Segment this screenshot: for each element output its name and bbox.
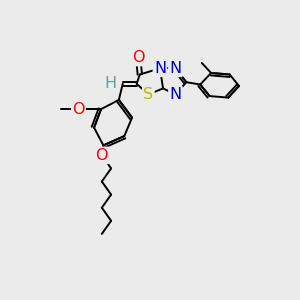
Text: O: O	[72, 102, 85, 117]
Text: N: N	[169, 87, 181, 102]
Text: O: O	[96, 148, 108, 163]
Text: N: N	[169, 61, 181, 76]
Text: S: S	[143, 87, 153, 102]
Text: O: O	[132, 50, 145, 65]
Text: H: H	[104, 76, 116, 91]
Text: N: N	[154, 61, 166, 76]
